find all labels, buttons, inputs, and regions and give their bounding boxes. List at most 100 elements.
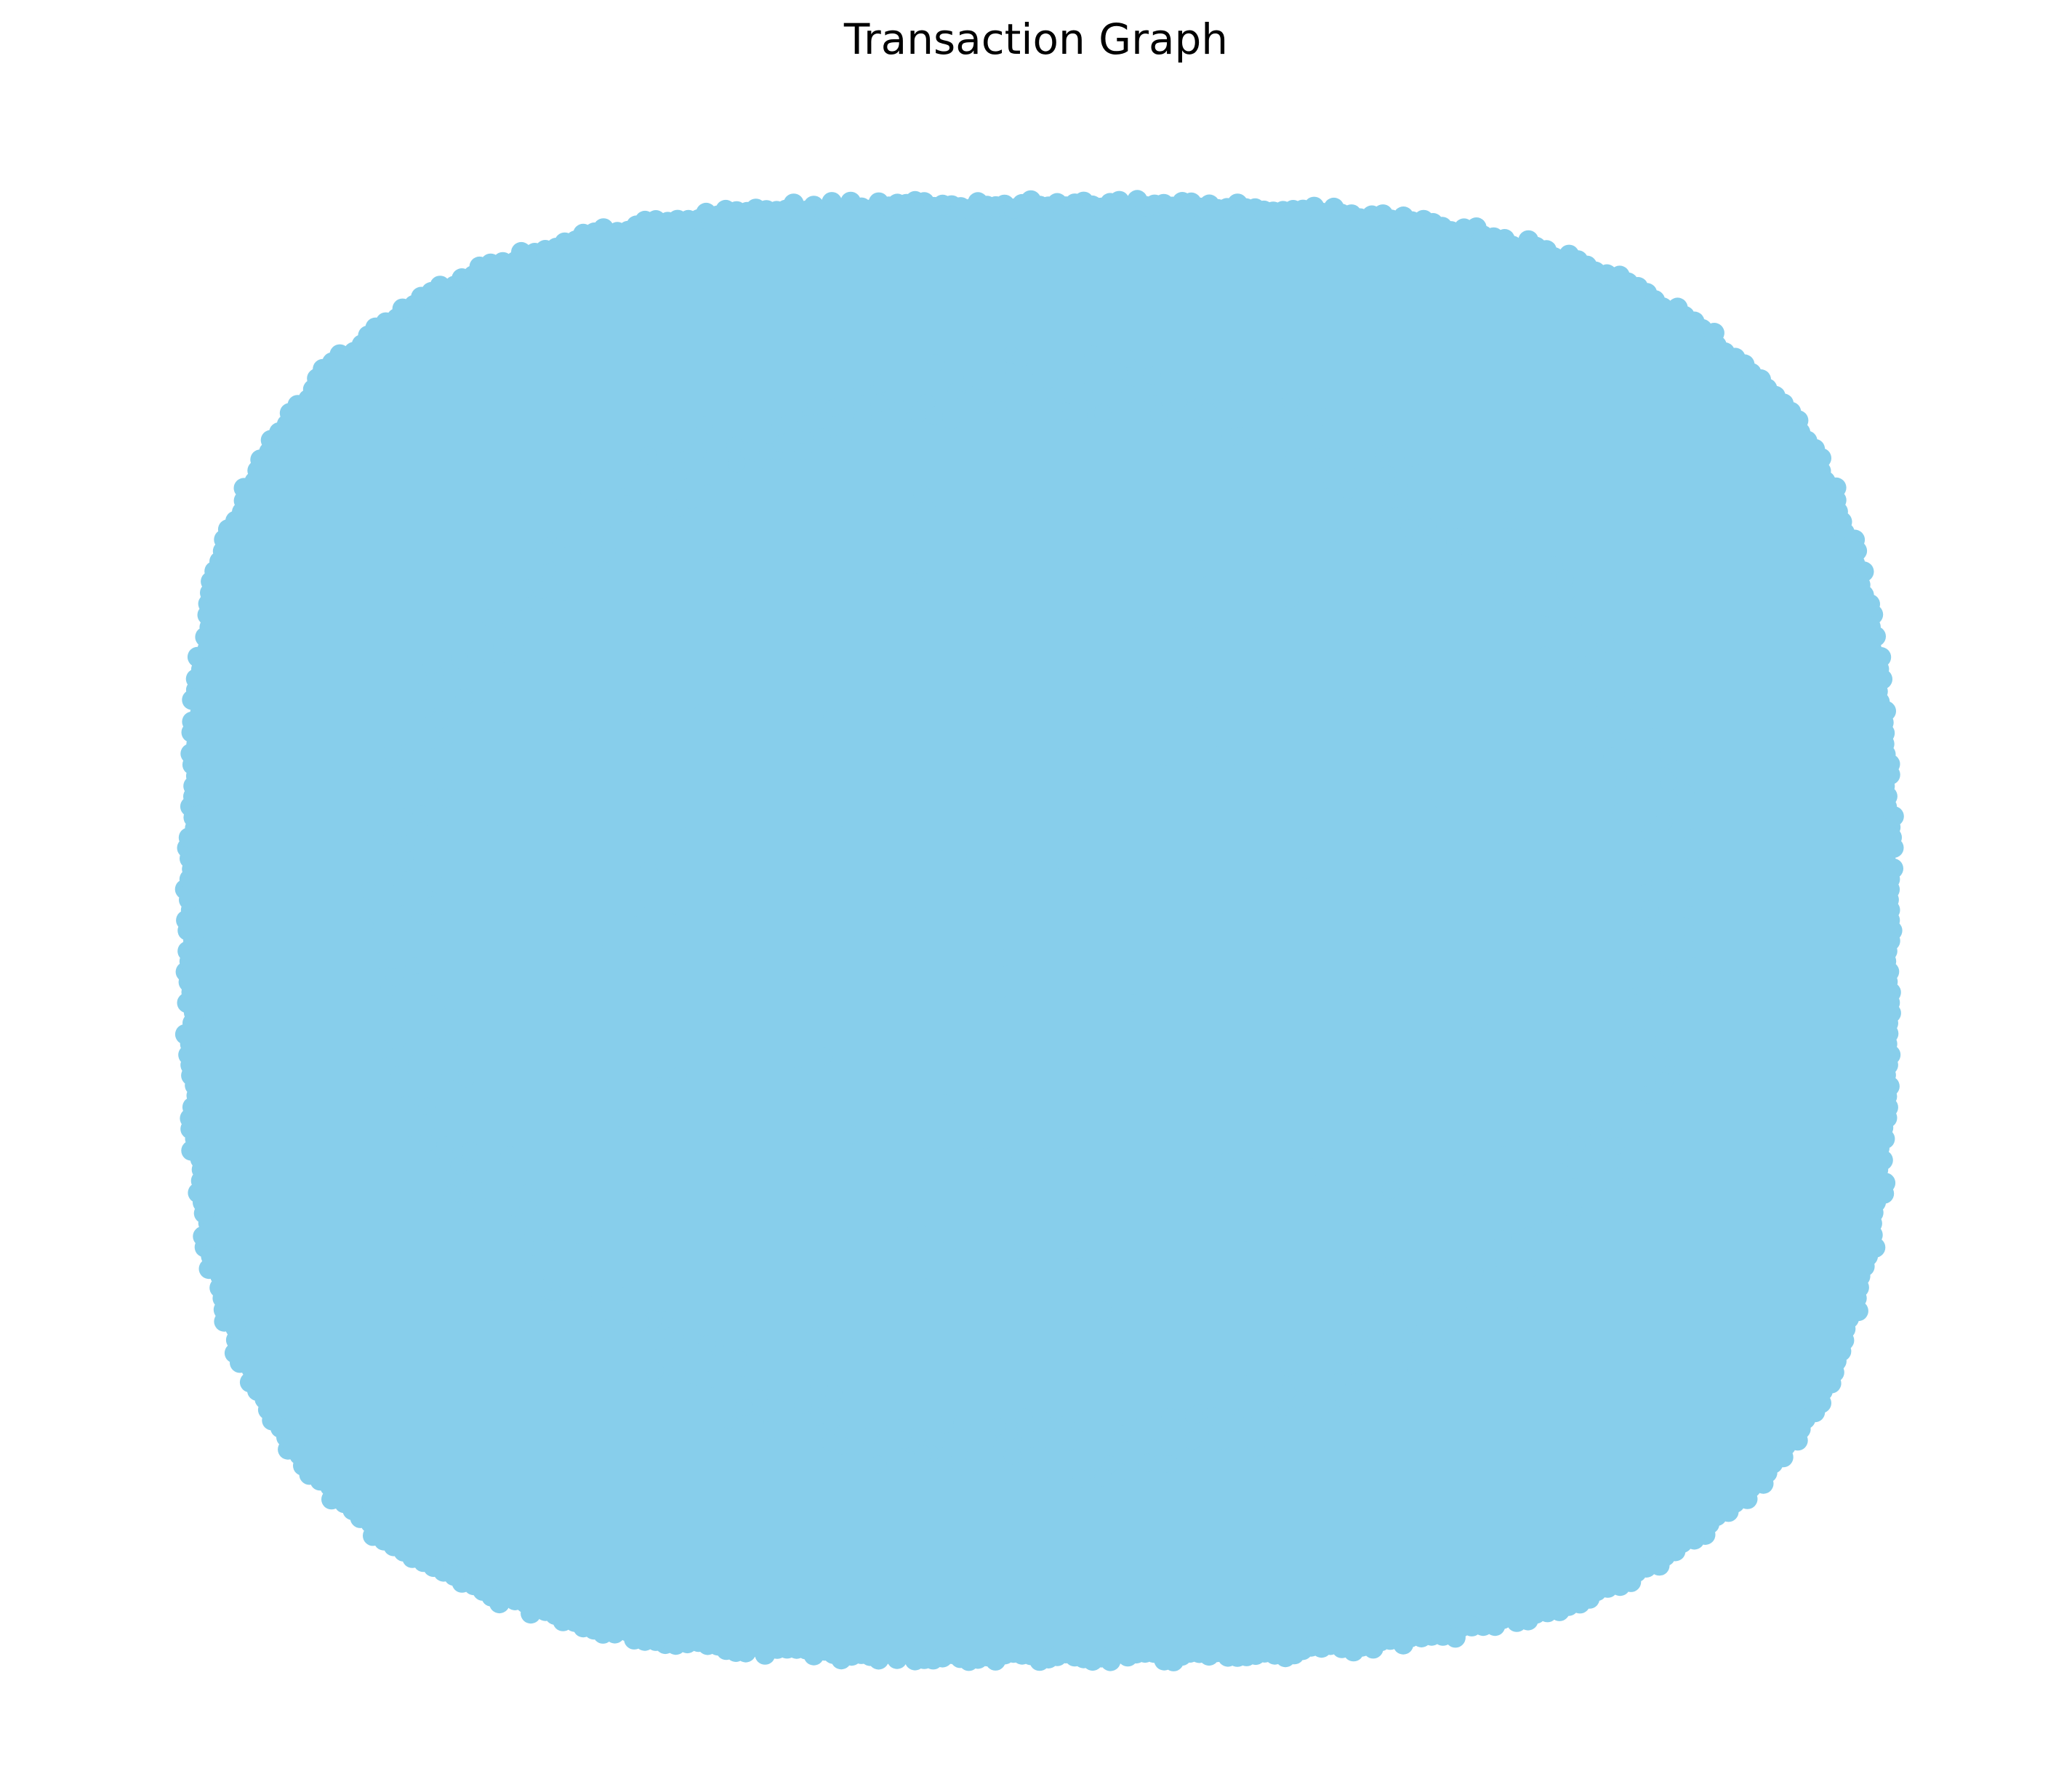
graph-node [1564, 617, 1582, 635]
graph-node [688, 442, 707, 460]
graph-node [1612, 803, 1630, 821]
graph-node [647, 1332, 665, 1350]
graph-node [1019, 404, 1037, 422]
graph-node [766, 1394, 784, 1413]
graph-node [914, 1445, 932, 1463]
graph-node [1161, 1408, 1179, 1426]
graph-node [1184, 1431, 1202, 1450]
graph-node [843, 1125, 862, 1144]
graph-node [771, 417, 790, 435]
graph-node [1039, 859, 1057, 876]
graph-node [1641, 900, 1659, 918]
graph-node [595, 1069, 614, 1088]
graph-node [1093, 1301, 1112, 1320]
graph-node [854, 409, 872, 427]
graph-node [1110, 1352, 1128, 1370]
graph-node [1124, 994, 1142, 1012]
graph-node [383, 788, 401, 806]
graph-node [683, 1329, 702, 1347]
graph-node [1466, 1263, 1484, 1281]
graph-node [824, 1384, 843, 1402]
graph-node [1188, 627, 1206, 646]
graph-node [519, 1184, 537, 1202]
node-layer [174, 190, 1904, 1671]
graph-node [1238, 1400, 1256, 1418]
graph-node [1072, 1469, 1091, 1487]
graph-node [493, 638, 511, 656]
graph-node [1226, 1414, 1244, 1432]
graph-node [1387, 1366, 1405, 1384]
graph-node [518, 579, 536, 598]
graph-node [978, 993, 996, 1011]
graph-node [686, 1136, 704, 1154]
graph-node [756, 1069, 774, 1087]
graph-node [1405, 1325, 1423, 1343]
graph-node [798, 415, 816, 433]
graph-node [505, 1590, 526, 1610]
graph-node [1016, 1333, 1034, 1352]
graph-node [1536, 646, 1554, 664]
graph-node [963, 369, 981, 387]
graph-node [1389, 476, 1408, 494]
graph-node [1238, 1241, 1256, 1259]
graph-node [1438, 1344, 1456, 1362]
graph-node [1170, 393, 1188, 411]
graph-node [1330, 696, 1348, 715]
graph-node [1359, 1064, 1377, 1082]
graph-node [411, 822, 430, 840]
graph-node [1521, 1259, 1539, 1277]
graph-node [1134, 350, 1152, 369]
graph-node [1208, 1423, 1226, 1442]
graph-node [1592, 1173, 1610, 1191]
graph-node [1192, 561, 1210, 579]
graph-node [356, 917, 374, 934]
graph-node [988, 1418, 1006, 1436]
graph-node [1208, 1176, 1226, 1194]
graph-node [1210, 1391, 1228, 1409]
graph-node [1635, 884, 1653, 902]
graph-node [1070, 773, 1088, 791]
graph-node [964, 593, 982, 611]
graph-node [390, 1066, 409, 1084]
graph-node [822, 1434, 839, 1452]
graph-node [1068, 1241, 1086, 1259]
graph-node [436, 1136, 454, 1154]
graph-node [1660, 774, 1678, 792]
graph-node [806, 1327, 824, 1345]
graph-node [1604, 1121, 1622, 1139]
graph-node [917, 394, 936, 412]
graph-node [1121, 385, 1139, 403]
graph-node [1181, 1080, 1200, 1098]
graph-node [1248, 487, 1266, 505]
graph-node [1298, 415, 1317, 433]
graph-node [1453, 512, 1471, 530]
graph-node [417, 1120, 435, 1137]
graph-node [999, 862, 1017, 880]
graph-node [450, 1157, 468, 1175]
graph-node [1490, 561, 1508, 579]
graph-node [556, 530, 574, 548]
graph-node [1198, 403, 1216, 421]
graph-node [1059, 1434, 1077, 1452]
graph-node [640, 862, 658, 880]
graph-node [1381, 1150, 1399, 1168]
graph-node [1618, 865, 1636, 883]
graph-node [392, 1010, 410, 1028]
graph-node [671, 435, 689, 453]
graph-node [1492, 827, 1510, 845]
graph-node [1368, 1258, 1386, 1277]
graph-node [1541, 896, 1559, 914]
graph-node [1590, 1126, 1608, 1144]
graph-node [1139, 1453, 1157, 1471]
graph-node [834, 432, 852, 450]
graph-node [1034, 1411, 1052, 1429]
graph-node [1639, 811, 1658, 829]
graph-node [1147, 712, 1165, 730]
graph-node [667, 1365, 686, 1383]
graph-node [683, 1013, 702, 1031]
graph-node [750, 1389, 768, 1407]
graph-node [1624, 686, 1642, 704]
graph-node [1581, 731, 1599, 750]
graph-node [593, 518, 611, 537]
graph-node [1677, 784, 1695, 803]
